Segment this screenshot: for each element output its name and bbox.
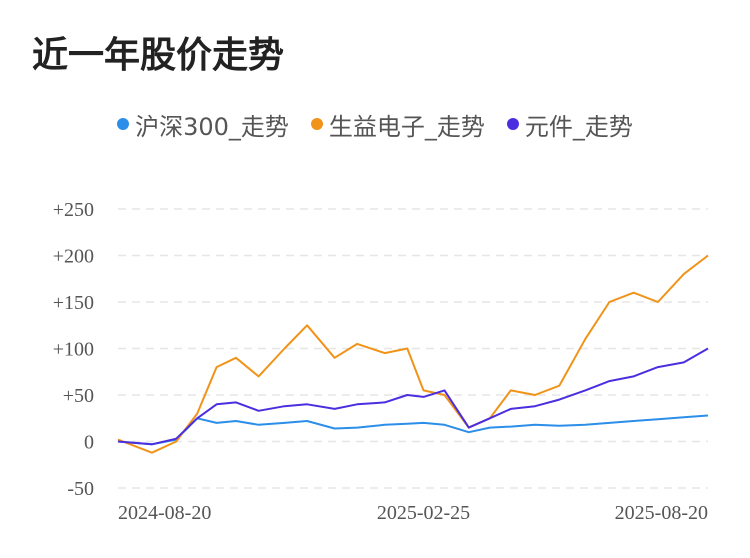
legend-label-components: 元件_走势 (524, 112, 633, 141)
legend-item-shengyi[interactable]: 生益电子_走势 (310, 107, 485, 142)
x-tick-label: 2025-02-25 (377, 502, 470, 524)
legend-dot-hs300 (117, 118, 130, 130)
y-tick-label: +250 (53, 199, 94, 221)
series-line-hs300 (117, 414, 709, 446)
x-tick-label: 2025-08-20 (615, 502, 708, 524)
legend-item-components[interactable]: 元件_走势 (506, 107, 633, 142)
legend-item-hs300[interactable]: 沪深300_走势 (117, 107, 289, 142)
series-line-components (117, 347, 709, 446)
legend-label-shengyi: 生益电子_走势 (328, 112, 485, 141)
grid (118, 208, 708, 489)
x-axis: 2024-08-20 2025-02-25 2025-08-20 (118, 502, 708, 524)
legend-dot-components (506, 118, 519, 130)
y-tick-label: +200 (53, 246, 94, 268)
series-lines (117, 254, 709, 454)
y-tick-label: +100 (53, 339, 94, 361)
series-line-shengyi (117, 254, 709, 454)
x-tick-label: 2024-08-20 (118, 502, 211, 524)
y-tick-label: +150 (53, 292, 94, 314)
legend-dot-shengyi (310, 118, 323, 130)
chart-title: 近一年股价走势 (32, 35, 285, 76)
legend: 沪深300_走势 生益电子_走势 元件_走势 (0, 106, 750, 142)
y-tick-label: +50 (63, 385, 94, 407)
legend-label-hs300: 沪深300_走势 (135, 112, 289, 141)
y-tick-label: -50 (67, 478, 94, 500)
y-tick-label: 0 (84, 432, 94, 454)
y-axis: +250 +200 +150 +100 +50 0 -50 (53, 199, 94, 500)
